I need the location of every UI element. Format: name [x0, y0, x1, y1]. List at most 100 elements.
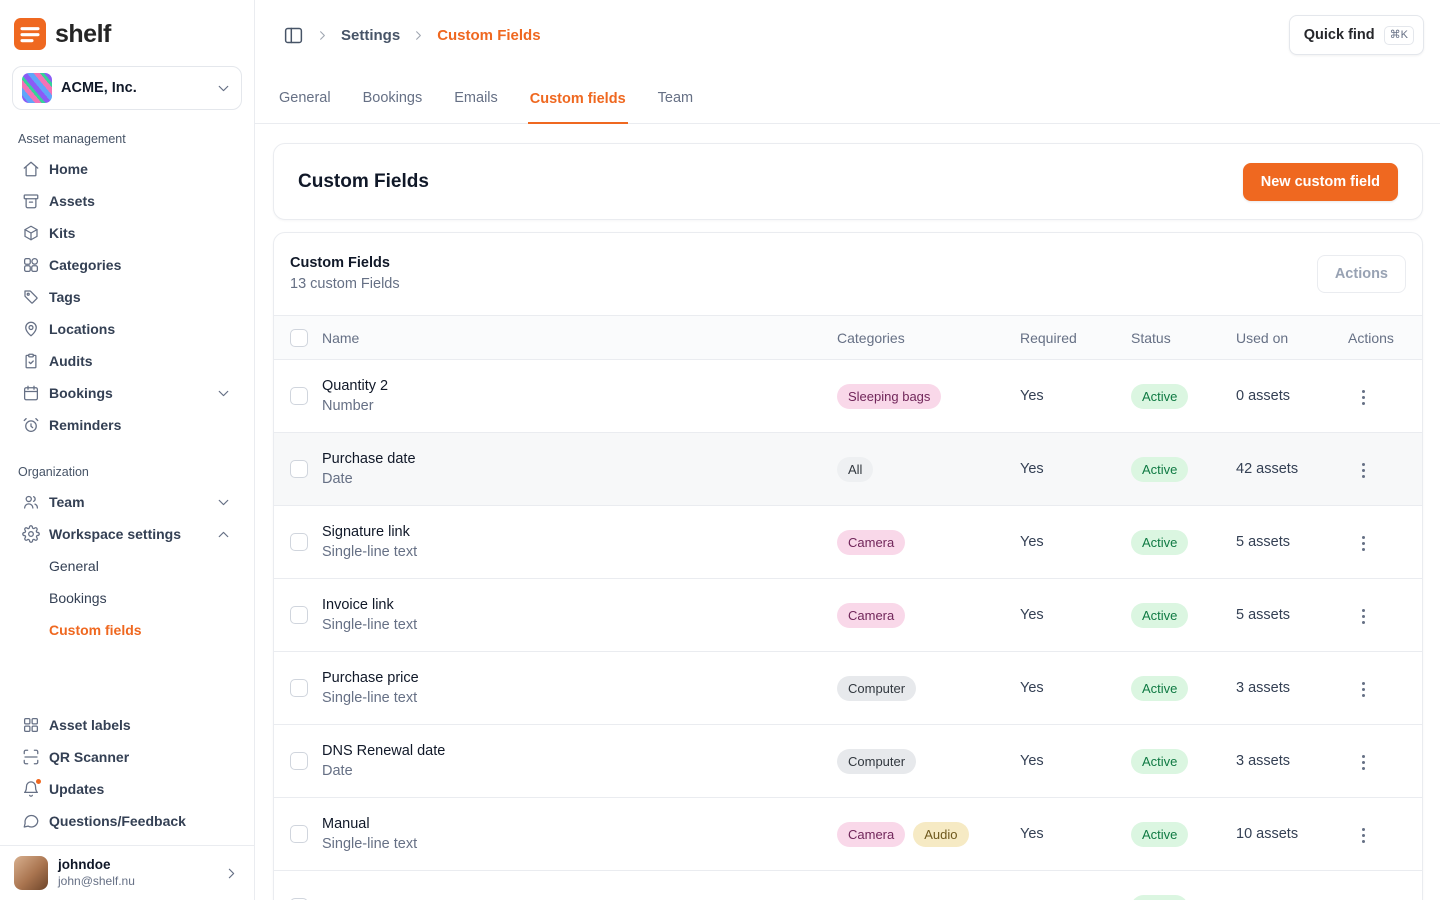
field-name: Signature link — [322, 523, 410, 540]
sidebar-item-reminders[interactable]: Reminders — [12, 409, 242, 441]
settings-tabs: General Bookings Emails Custom fields Te… — [255, 70, 1440, 124]
row-checkbox[interactable] — [290, 460, 308, 478]
sidebar-item-bookings[interactable]: Bookings — [12, 377, 242, 409]
notification-dot — [35, 778, 42, 785]
sidebar-item-tags[interactable]: Tags — [12, 281, 242, 313]
new-custom-field-button[interactable]: New custom field — [1242, 162, 1398, 201]
row-checkbox[interactable] — [290, 533, 308, 551]
user-menu[interactable]: johndoe john@shelf.nu — [0, 845, 254, 900]
sidebar-item-qr-scanner[interactable]: QR Scanner — [12, 741, 242, 773]
row-actions-menu-icon[interactable] — [1355, 529, 1372, 558]
table-subtitle: 13 custom Fields — [290, 276, 400, 292]
column-header-used-on: Used on — [1236, 329, 1289, 346]
workspace-switcher[interactable]: ACME, Inc. — [12, 66, 242, 110]
table-row[interactable]: Invoice link Single-line text Camera Yes… — [274, 579, 1422, 652]
users-icon — [22, 493, 40, 511]
user-email: john@shelf.nu — [58, 873, 135, 888]
tab-general[interactable]: General — [279, 90, 331, 106]
row-actions-menu-icon[interactable] — [1355, 456, 1372, 485]
main-area: Settings Custom Fields Quick find ⌘K Gen… — [255, 0, 1440, 900]
sidebar-toggle-icon[interactable] — [283, 25, 304, 46]
categories-icon — [22, 256, 40, 274]
row-actions-menu-icon[interactable] — [1355, 602, 1372, 631]
chevron-down-icon — [215, 80, 232, 97]
tab-custom-fields[interactable]: Custom fields — [527, 91, 628, 124]
row-actions-menu-icon[interactable] — [1355, 675, 1372, 704]
row-checkbox[interactable] — [290, 825, 308, 843]
sidebar-item-home[interactable]: Home — [12, 153, 242, 185]
brand-logo[interactable]: shelf — [0, 16, 254, 52]
chat-bubble-icon — [22, 812, 40, 830]
field-type: Single-line text — [322, 544, 418, 560]
field-name: Invoice link — [322, 596, 394, 613]
table-row[interactable]: DNS Renewal date Date Computer Yes Activ… — [274, 725, 1422, 798]
column-header-categories: Categories — [837, 329, 905, 346]
sidebar-subitem-general[interactable]: General — [49, 558, 99, 574]
field-name: Quantity 2 — [322, 377, 389, 394]
chevron-right-icon — [315, 28, 330, 43]
category-badge: Camera — [837, 821, 906, 847]
sidebar-item-workspace-settings[interactable]: Workspace settings — [12, 518, 242, 550]
table-row[interactable]: Purchase price Single-line text Computer… — [274, 652, 1422, 725]
sidebar-item-label: Assets — [49, 193, 95, 209]
row-checkbox[interactable] — [290, 752, 308, 770]
calendar-icon — [22, 384, 40, 402]
sidebar-item-audits[interactable]: Audits — [12, 345, 242, 377]
table-row[interactable]: Internal ID Active — [274, 871, 1422, 900]
row-checkbox[interactable] — [290, 606, 308, 624]
field-type: Single-line text — [322, 690, 418, 706]
sidebar-item-team[interactable]: Team — [12, 486, 242, 518]
sidebar-item-label: Updates — [49, 781, 105, 797]
quick-find-button[interactable]: Quick find ⌘K — [1288, 15, 1424, 55]
page-title: Custom Fields — [298, 170, 429, 192]
field-type: Single-line text — [322, 617, 418, 633]
used-on-cell: 5 assets — [1236, 534, 1290, 550]
field-type: Date — [322, 471, 353, 487]
category-badge: Sleeping bags — [837, 383, 942, 409]
select-all-checkbox[interactable] — [290, 328, 308, 347]
sidebar-item-label: Workspace settings — [49, 526, 182, 542]
table-card-header: Custom Fields 13 custom Fields Actions — [274, 233, 1422, 315]
assets-icon — [22, 192, 40, 210]
sidebar-subitem-bookings[interactable]: Bookings — [49, 590, 107, 606]
column-header-required: Required — [1020, 329, 1077, 346]
row-actions-menu-icon[interactable] — [1355, 748, 1372, 777]
sidebar-item-questions-feedback[interactable]: Questions/Feedback — [12, 805, 242, 837]
breadcrumb-custom-fields[interactable]: Custom Fields — [437, 26, 541, 44]
row-actions-menu-icon[interactable] — [1355, 821, 1372, 850]
table-row[interactable]: Manual Single-line text Camera Audio Yes … — [274, 798, 1422, 871]
shelf-logo-icon — [14, 18, 46, 50]
breadcrumb-settings[interactable]: Settings — [341, 26, 401, 44]
status-badge: Active — [1131, 675, 1189, 701]
sidebar-item-assets[interactable]: Assets — [12, 185, 242, 217]
qr-scan-icon — [22, 748, 40, 766]
tab-emails[interactable]: Emails — [454, 90, 498, 106]
sidebar-item-asset-labels[interactable]: Asset labels — [12, 709, 242, 741]
table-row[interactable]: Quantity 2 Number Sleeping bags Yes Acti… — [274, 360, 1422, 433]
chevron-right-icon — [411, 28, 426, 43]
tab-team[interactable]: Team — [657, 90, 694, 106]
required-cell: Yes — [1020, 534, 1044, 550]
tab-bookings[interactable]: Bookings — [362, 90, 423, 106]
sidebar-item-label: Reminders — [49, 417, 122, 433]
actions-button[interactable]: Actions — [1316, 255, 1406, 293]
quick-find-label: Quick find — [1303, 27, 1375, 43]
sidebar-item-locations[interactable]: Locations — [12, 313, 242, 345]
sidebar-item-label: Questions/Feedback — [49, 813, 186, 829]
status-badge: Active — [1131, 821, 1189, 847]
table-row[interactable]: Signature link Single-line text Camera Y… — [274, 506, 1422, 579]
row-checkbox[interactable] — [290, 387, 308, 405]
category-badge: Camera — [837, 602, 906, 628]
status-badge: Active — [1131, 748, 1189, 774]
sidebar-subitem-custom-fields[interactable]: Custom fields — [49, 622, 142, 638]
row-actions-menu-icon[interactable] — [1355, 894, 1372, 900]
row-checkbox[interactable] — [290, 679, 308, 697]
sidebar-item-kits[interactable]: Kits — [12, 217, 242, 249]
map-pin-icon — [22, 320, 40, 338]
row-actions-menu-icon[interactable] — [1355, 383, 1372, 412]
sidebar-item-categories[interactable]: Categories — [12, 249, 242, 281]
sidebar-item-updates[interactable]: Updates — [12, 773, 242, 805]
sidebar-item-label: Tags — [49, 289, 81, 305]
used-on-cell: 0 assets — [1236, 388, 1290, 404]
table-row[interactable]: Purchase date Date All Yes Active 42 ass… — [274, 433, 1422, 506]
